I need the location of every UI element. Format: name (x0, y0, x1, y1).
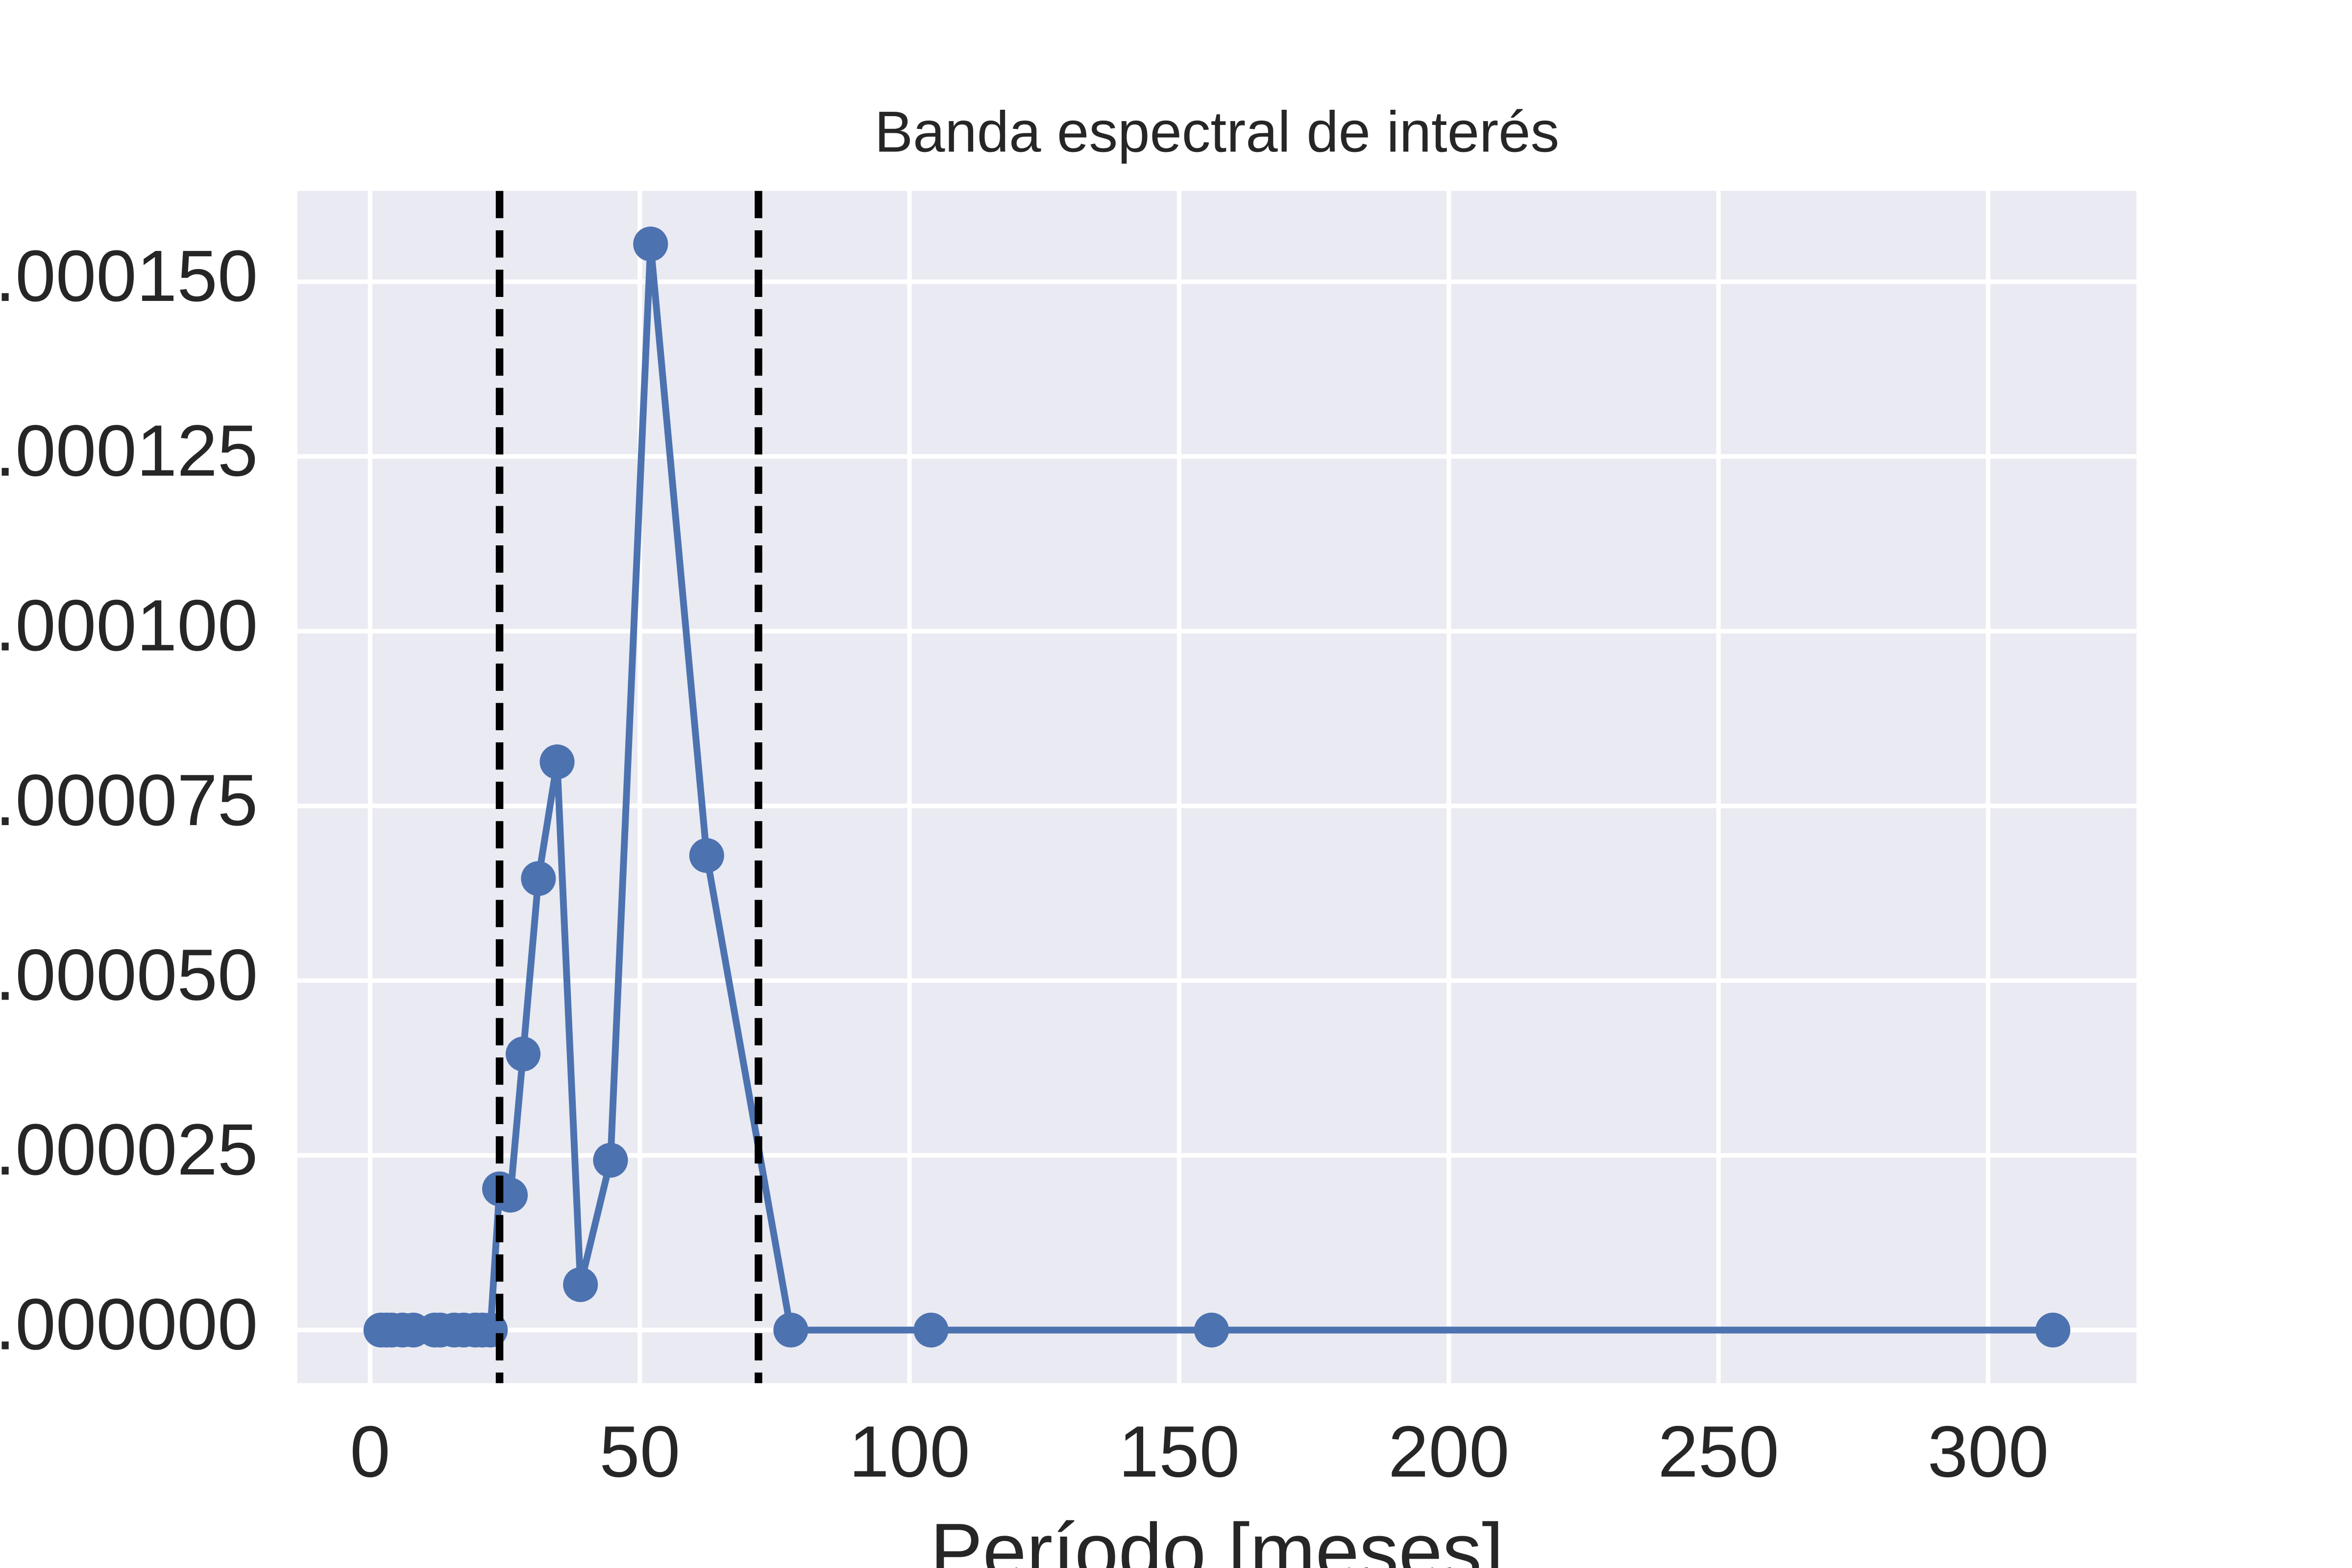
chart-title: Banda espectral de interés (875, 99, 1559, 164)
y-tick-label: 0.000000 (0, 1284, 258, 1365)
x-tick-label: 250 (1658, 1412, 1779, 1493)
data-point (1194, 1312, 1229, 1348)
data-point (2035, 1312, 2071, 1348)
data-point (521, 861, 556, 896)
data-point (773, 1312, 808, 1348)
data-point (633, 226, 668, 262)
y-tick-label: 0.000100 (0, 585, 258, 666)
data-point (593, 1143, 628, 1178)
x-tick-label: 200 (1388, 1412, 1510, 1493)
x-tick-label: 100 (849, 1412, 970, 1493)
y-tick-label: 0.000025 (0, 1109, 258, 1190)
data-point (913, 1312, 949, 1348)
x-tick-label: 300 (1928, 1412, 2049, 1493)
x-tick-label: 50 (599, 1412, 680, 1493)
y-tick-label: 0.000075 (0, 760, 258, 841)
x-tick-label: 150 (1119, 1412, 1240, 1493)
y-tick-label: 0.000150 (0, 236, 258, 317)
y-tick-label: 0.000050 (0, 934, 258, 1015)
data-point (539, 744, 575, 780)
data-point (505, 1036, 541, 1072)
x-axis-label: Período [meses] (930, 1507, 1504, 1568)
data-point (689, 838, 724, 873)
y-tick-label: 0.000125 (0, 411, 258, 491)
data-point (563, 1267, 598, 1302)
x-tick-label: 0 (350, 1412, 391, 1493)
plot-area (297, 191, 2137, 1383)
